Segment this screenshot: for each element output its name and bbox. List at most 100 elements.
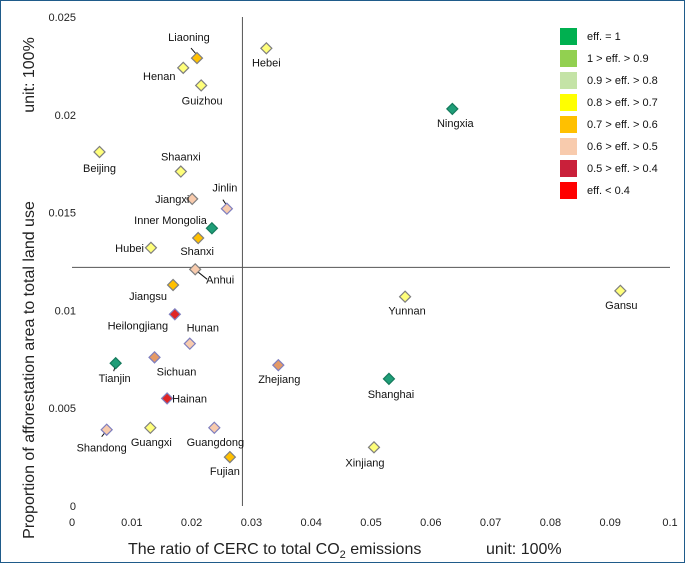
legend-swatch [560, 50, 577, 67]
label-henan: Henan [143, 71, 175, 83]
point-tianjin [109, 356, 123, 370]
point-beijing [93, 145, 106, 159]
point-guangxi [143, 421, 157, 435]
legend-swatch [560, 94, 577, 111]
y-axis-title: Proportion of afforestation area to tota… [21, 201, 38, 539]
point-sichuan [148, 350, 161, 364]
point-hunan [183, 337, 197, 351]
point-hainan [160, 392, 174, 405]
y-axis-unit: unit: 100% [21, 37, 38, 113]
label-fujian: Fujian [210, 466, 240, 478]
x-tick-label: 0.05 [360, 517, 381, 529]
legend-swatch [560, 138, 577, 155]
legend-label: 0.6 > eff. > 0.5 [587, 141, 658, 153]
point-fujian [223, 450, 237, 464]
x-axis-unit: unit: 100% [486, 541, 562, 558]
point-inner-mongolia [205, 221, 219, 235]
legend-swatch [560, 182, 577, 199]
label-beijing: Beijing [83, 163, 116, 175]
point-xinjiang [367, 440, 381, 454]
x-tick-label: 0.01 [121, 517, 142, 529]
point-hebei [260, 41, 273, 55]
legend-swatch [560, 72, 577, 89]
y-tick-label: 0 [70, 501, 76, 513]
leader-anhui [196, 270, 208, 280]
point-hubei [144, 241, 158, 255]
legend: eff. = 1 1 > eff. > 0.9 0.9 > eff. > 0.8 0.… [560, 28, 658, 199]
label-hainan: Hainan [172, 393, 207, 405]
label-guangdong: Guangdong [187, 437, 245, 449]
label-gansu: Gansu [605, 300, 637, 312]
label-jinlin: Jinlin [212, 183, 237, 195]
x-tick-label: 0 [69, 517, 75, 529]
x-tick-label: 0.03 [241, 517, 262, 529]
label-shanxi: Shanxi [180, 246, 214, 258]
label-shanghai: Shanghai [368, 389, 415, 401]
label-heilongjiang: Heilongjiang [108, 320, 169, 332]
label-hubei: Hubei [115, 243, 144, 255]
legend-label: 0.5 > eff. > 0.4 [587, 163, 658, 175]
label-anhui: Anhui [206, 274, 234, 286]
legend-label: 0.8 > eff. > 0.7 [587, 97, 658, 109]
point-shanxi [191, 231, 205, 245]
point-zhejiang [271, 358, 285, 372]
point-guangdong [207, 421, 221, 435]
x-tick-label: 0.02 [181, 517, 202, 529]
point-heilongjiang [168, 307, 182, 321]
x-tick-label: 0.09 [599, 517, 620, 529]
point-shanghai [382, 372, 396, 386]
x-tick-label: 0.08 [540, 517, 561, 529]
label-guangxi: Guangxi [131, 437, 172, 449]
x-tick-label: 0.04 [300, 517, 321, 529]
label-yunnan: Yunnan [388, 306, 425, 318]
point-jiangxi [185, 192, 199, 206]
point-shandong [100, 423, 114, 437]
point-shaanxi [174, 165, 188, 178]
label-sichuan: Sichuan [157, 366, 197, 378]
label-liaoning: Liaoning [168, 32, 210, 44]
y-tick-label: 0.005 [48, 403, 76, 415]
legend-label: eff. < 0.4 [587, 185, 630, 197]
axis-titles: The ratio of CERC to total CO2 emissions… [21, 37, 562, 561]
point-henan [176, 61, 190, 75]
legend-label: eff. = 1 [587, 31, 621, 43]
label-xinjiang: Xinjiang [345, 457, 384, 469]
legend-swatch [560, 28, 577, 45]
legend-label: 1 > eff. > 0.9 [587, 53, 649, 65]
label-shaanxi: Shaanxi [161, 152, 201, 164]
label-inner-mongolia: Inner Mongolia [134, 215, 208, 227]
legend-label: 0.7 > eff. > 0.6 [587, 119, 658, 131]
label-hebei: Hebei [252, 57, 281, 69]
point-jiangsu [166, 278, 180, 292]
label-shandong: Shandong [77, 443, 127, 455]
label-zhejiang: Zhejiang [258, 374, 300, 386]
label-jiangsu: Jiangsu [129, 291, 167, 303]
label-hunan: Hunan [187, 323, 219, 335]
point-jinlin [220, 202, 234, 216]
x-tick-label: 0.1 [662, 517, 677, 529]
data-points [93, 41, 627, 464]
legend-swatch [560, 116, 577, 133]
x-tick-label: 0.07 [480, 517, 501, 529]
y-tick-label: 0.01 [55, 305, 76, 317]
label-guizhou: Guizhou [182, 95, 223, 107]
point-gansu [614, 284, 627, 298]
point-ningxia [445, 102, 459, 116]
legend-label: 0.9 > eff. > 0.8 [587, 75, 658, 87]
point-anhui [188, 262, 202, 276]
y-tick-label: 0.02 [55, 110, 76, 122]
y-tick-label: 0.025 [48, 12, 76, 24]
label-tianjin: Tianjin [99, 373, 131, 385]
axes [72, 17, 670, 506]
x-axis-title: The ratio of CERC to total CO2 emissions [128, 541, 421, 561]
tick-labels: 0 0.01 0.02 0.03 0.04 0.05 0.06 0.07 0.08 0.09 0.1… [48, 12, 677, 529]
x-tick-label: 0.06 [420, 517, 441, 529]
point-liaoning [190, 51, 204, 65]
label-jiangxi: Jiangxi [155, 194, 189, 206]
point-guizhou [194, 79, 208, 92]
point-labels: Liaoning Hebei Henan Guizhou Ningxia Beijing S… [77, 32, 638, 478]
legend-swatch [560, 160, 577, 177]
y-tick-label: 0.015 [48, 208, 76, 220]
point-yunnan [398, 290, 412, 304]
